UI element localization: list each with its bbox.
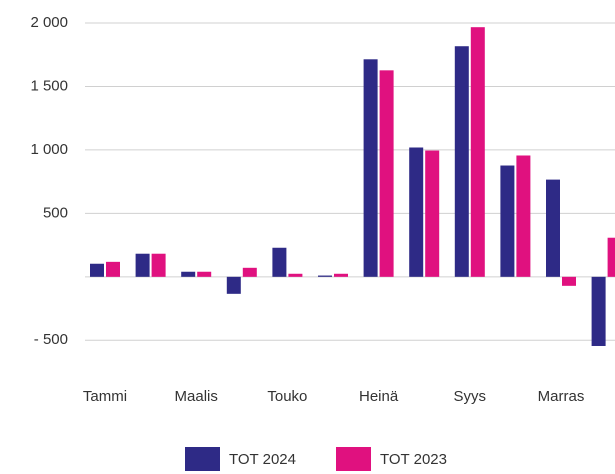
x-tick-label: Maalis bbox=[175, 388, 218, 405]
bar bbox=[106, 261, 120, 277]
bar bbox=[181, 271, 196, 277]
bar bbox=[318, 275, 332, 277]
legend-swatch bbox=[336, 447, 371, 471]
bar bbox=[226, 276, 241, 294]
bar bbox=[363, 59, 378, 277]
bar bbox=[591, 276, 606, 346]
bar bbox=[90, 263, 104, 277]
y-tick-label: 500 bbox=[43, 204, 68, 221]
bar bbox=[562, 276, 576, 286]
legend-swatch bbox=[185, 447, 220, 471]
bar bbox=[425, 150, 440, 277]
bar bbox=[607, 237, 615, 277]
x-tick-label: Marras bbox=[538, 388, 585, 405]
bar bbox=[242, 267, 257, 277]
y-tick-label: 2 000 bbox=[30, 14, 68, 31]
bar bbox=[197, 271, 212, 277]
bar bbox=[454, 46, 469, 277]
x-tick-label: Tammi bbox=[83, 388, 127, 405]
x-tick-label: Heinä bbox=[359, 388, 399, 405]
bar bbox=[135, 253, 150, 277]
bar bbox=[409, 147, 424, 277]
legend-label: TOT 2023 bbox=[380, 451, 447, 468]
y-tick-label: 1 000 bbox=[30, 141, 68, 158]
bar bbox=[288, 273, 303, 277]
bar bbox=[500, 165, 515, 277]
bar bbox=[516, 155, 531, 277]
bar bbox=[151, 253, 166, 277]
bar bbox=[379, 70, 394, 277]
y-tick-label: - 500 bbox=[34, 331, 68, 348]
bar bbox=[470, 27, 485, 277]
bar bbox=[272, 247, 287, 277]
x-tick-label: Syys bbox=[454, 388, 487, 405]
x-tick-label: Touko bbox=[267, 388, 307, 405]
bar bbox=[546, 179, 560, 277]
legend-label: TOT 2024 bbox=[229, 451, 296, 468]
bar bbox=[334, 273, 348, 277]
y-tick-label: 1 500 bbox=[30, 77, 68, 94]
